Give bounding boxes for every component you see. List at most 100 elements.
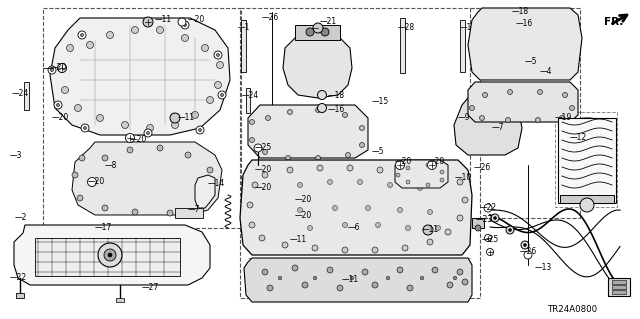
Circle shape bbox=[131, 26, 138, 33]
Circle shape bbox=[178, 18, 186, 26]
Polygon shape bbox=[195, 175, 215, 208]
Circle shape bbox=[506, 117, 511, 122]
Text: —13: —13 bbox=[535, 263, 552, 272]
Circle shape bbox=[428, 160, 436, 169]
Bar bbox=[612, 290, 626, 294]
Circle shape bbox=[457, 179, 463, 185]
Bar bbox=[470, 8, 580, 218]
Circle shape bbox=[420, 276, 424, 280]
Bar bbox=[558, 118, 616, 203]
Circle shape bbox=[250, 137, 255, 143]
Circle shape bbox=[536, 117, 541, 122]
Circle shape bbox=[254, 144, 262, 152]
Circle shape bbox=[81, 124, 89, 132]
Ellipse shape bbox=[526, 54, 534, 63]
Circle shape bbox=[267, 285, 273, 291]
Circle shape bbox=[396, 173, 400, 177]
Circle shape bbox=[406, 226, 410, 231]
Text: —28: —28 bbox=[398, 24, 415, 33]
Circle shape bbox=[102, 155, 108, 161]
Text: —24: —24 bbox=[12, 88, 29, 98]
Circle shape bbox=[125, 133, 134, 143]
Text: —1: —1 bbox=[238, 24, 250, 33]
Circle shape bbox=[182, 34, 189, 41]
Circle shape bbox=[83, 127, 86, 130]
Circle shape bbox=[207, 97, 214, 103]
Polygon shape bbox=[50, 18, 230, 135]
Text: —5: —5 bbox=[525, 57, 538, 66]
Circle shape bbox=[268, 144, 276, 152]
Circle shape bbox=[365, 205, 371, 211]
Circle shape bbox=[143, 17, 153, 27]
Text: —16: —16 bbox=[516, 19, 533, 28]
Circle shape bbox=[278, 276, 282, 280]
Circle shape bbox=[347, 165, 353, 171]
Circle shape bbox=[362, 269, 368, 275]
Text: —11: —11 bbox=[422, 226, 439, 234]
Circle shape bbox=[423, 225, 433, 235]
Polygon shape bbox=[395, 160, 448, 188]
Bar bbox=[400, 18, 405, 73]
Text: FR.: FR. bbox=[604, 17, 623, 27]
Bar bbox=[246, 88, 250, 113]
Text: —6: —6 bbox=[348, 224, 360, 233]
Text: —20: —20 bbox=[295, 196, 312, 204]
Polygon shape bbox=[240, 160, 472, 255]
Circle shape bbox=[470, 106, 474, 110]
Circle shape bbox=[457, 215, 463, 221]
Circle shape bbox=[56, 103, 60, 107]
Text: —23: —23 bbox=[476, 216, 493, 225]
Ellipse shape bbox=[557, 54, 563, 63]
Circle shape bbox=[185, 152, 191, 158]
Ellipse shape bbox=[469, 118, 507, 138]
Circle shape bbox=[287, 109, 292, 115]
Text: —19: —19 bbox=[555, 114, 572, 122]
Circle shape bbox=[196, 126, 204, 134]
Circle shape bbox=[376, 222, 381, 227]
Text: —18: —18 bbox=[328, 92, 345, 100]
Circle shape bbox=[426, 183, 430, 187]
Circle shape bbox=[285, 155, 291, 160]
Ellipse shape bbox=[494, 25, 502, 35]
Text: —25: —25 bbox=[255, 144, 272, 152]
Circle shape bbox=[563, 93, 568, 98]
Circle shape bbox=[216, 54, 220, 56]
Circle shape bbox=[102, 205, 108, 211]
Circle shape bbox=[396, 160, 404, 169]
Bar bbox=[240, 8, 480, 298]
Circle shape bbox=[372, 282, 378, 288]
Circle shape bbox=[386, 276, 390, 280]
Circle shape bbox=[397, 267, 403, 273]
Circle shape bbox=[417, 186, 422, 190]
Bar bbox=[16, 293, 24, 298]
Text: —17: —17 bbox=[95, 224, 112, 233]
Text: —10: —10 bbox=[455, 174, 472, 182]
Circle shape bbox=[524, 243, 527, 247]
Polygon shape bbox=[468, 82, 578, 122]
Circle shape bbox=[358, 180, 362, 184]
Circle shape bbox=[221, 93, 223, 97]
Circle shape bbox=[54, 101, 62, 109]
Circle shape bbox=[282, 242, 288, 248]
Circle shape bbox=[58, 63, 67, 72]
Circle shape bbox=[157, 145, 163, 151]
Circle shape bbox=[333, 205, 337, 211]
Text: —26: —26 bbox=[262, 13, 279, 23]
Text: —11: —11 bbox=[178, 114, 195, 122]
Bar bbox=[295, 25, 340, 40]
Circle shape bbox=[122, 122, 129, 129]
Ellipse shape bbox=[557, 27, 563, 36]
Circle shape bbox=[427, 239, 433, 245]
Circle shape bbox=[81, 33, 83, 36]
Circle shape bbox=[72, 172, 78, 178]
Circle shape bbox=[249, 222, 255, 228]
Ellipse shape bbox=[577, 120, 597, 124]
Circle shape bbox=[483, 93, 488, 98]
Text: —24: —24 bbox=[242, 92, 259, 100]
Circle shape bbox=[524, 251, 532, 259]
Text: TR24A0800: TR24A0800 bbox=[548, 306, 598, 315]
Circle shape bbox=[61, 86, 68, 93]
Ellipse shape bbox=[301, 47, 309, 57]
Text: —1: —1 bbox=[460, 24, 472, 33]
Circle shape bbox=[202, 44, 209, 51]
